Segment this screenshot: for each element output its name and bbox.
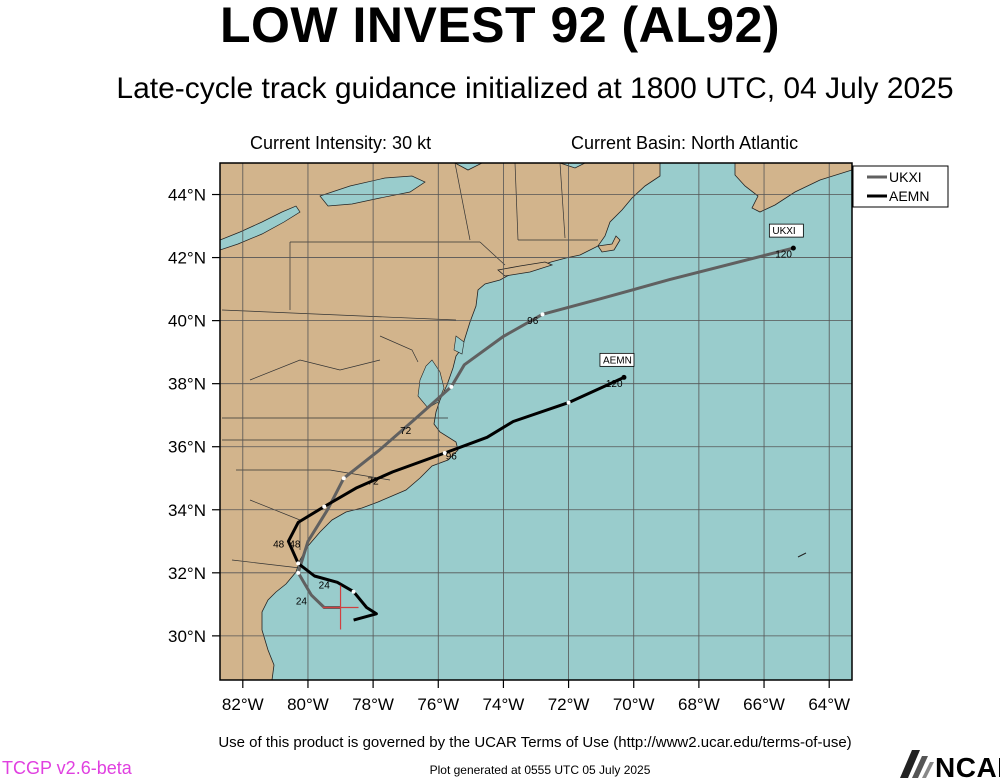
version-label: TCGP v2.6-beta	[2, 758, 132, 778]
track-point-aemn	[322, 504, 327, 509]
hour-label: 120	[606, 379, 623, 390]
lat-tick-label: 36°N	[168, 438, 206, 457]
lat-tick-label: 40°N	[168, 312, 206, 331]
hour-label: 96	[446, 451, 458, 462]
ncar-logo-icon	[900, 750, 934, 778]
grid-lines	[220, 163, 852, 680]
track-end-tag: AEMN	[603, 355, 632, 366]
track-point-ukxi	[540, 312, 545, 317]
hour-label: 48	[273, 540, 285, 551]
terms-of-use-notice: Use of this product is governed by the U…	[218, 734, 852, 751]
lon-tick-label: 74°W	[483, 695, 525, 714]
legend-ukxi-label: UKXI	[889, 169, 922, 185]
lon-tick-label: 82°W	[222, 695, 264, 714]
forecast-tracks: 24 48 72 96 120 UKXI 24 48 72 96 120 AEMN	[273, 223, 804, 630]
land-us-east	[220, 163, 661, 680]
lon-tick-label: 78°W	[352, 695, 394, 714]
lat-tick-label: 30°N	[168, 627, 206, 646]
lat-tick-label: 34°N	[168, 501, 206, 520]
track-point-aemn	[351, 589, 356, 594]
ncar-logo-text: NCAR	[935, 752, 1000, 783]
track-point-ukxi	[449, 384, 454, 389]
lat-tick-label: 32°N	[168, 564, 206, 583]
generated-timestamp: Plot generated at 0555 UTC 05 July 2025	[429, 763, 651, 777]
track-point-aemn	[566, 400, 571, 405]
hour-label: 24	[296, 596, 308, 607]
lat-tick-label: 38°N	[168, 375, 206, 394]
track-end-point	[621, 374, 627, 380]
track-ukxi	[296, 246, 794, 609]
lon-tick-label: 64°W	[808, 695, 850, 714]
legend-aemn-label: AEMN	[889, 188, 929, 204]
track-end-point	[790, 245, 796, 251]
lon-tick-label: 76°W	[417, 695, 459, 714]
lon-tick-label: 66°W	[743, 695, 785, 714]
hour-label: 72	[368, 477, 380, 488]
legend: UKXI AEMN	[852, 165, 949, 208]
page-subtitle: Late-cycle track guidance initialized at…	[116, 72, 954, 105]
state-borders	[221, 163, 598, 569]
sable-island	[797, 552, 807, 558]
lon-tick-label: 80°W	[287, 695, 329, 714]
lon-tick-label: 68°W	[678, 695, 720, 714]
lon-tick-label: 70°W	[613, 695, 655, 714]
track-aemn	[286, 376, 625, 622]
current-basin: Current Basin: North Atlantic	[571, 133, 799, 153]
track-point-ukxi	[341, 476, 346, 481]
hour-label: 48	[289, 540, 301, 551]
track-point-aemn	[442, 451, 447, 456]
track-end-tag-box	[599, 352, 635, 367]
lake-ontario	[319, 175, 426, 207]
long-island	[497, 261, 554, 277]
lat-tick-label: 44°N	[168, 186, 206, 205]
lon-tick-label: 72°W	[548, 695, 590, 714]
lat-tick-label: 42°N	[168, 249, 206, 268]
track-end-tag: UKXI	[772, 226, 795, 237]
axis-ticks: 82°W 80°W 78°W 76°W 74°W 72°W 70°W 68°W 66°W 64°W…	[168, 186, 850, 714]
track-point-ukxi	[296, 570, 301, 575]
track-end-tag-box	[768, 223, 804, 238]
track-point-aemn	[296, 561, 301, 566]
hour-label: 120	[775, 250, 792, 261]
delaware-bay	[453, 335, 465, 355]
page-title: LOW INVEST 92 (AL92)	[219, 0, 781, 53]
current-intensity: Current Intensity: 30 kt	[250, 133, 432, 153]
hour-label: 96	[527, 316, 539, 327]
hour-label: 72	[400, 426, 412, 437]
hour-label: 24	[319, 581, 331, 592]
plot-frame	[219, 162, 853, 681]
cape-cod	[597, 235, 621, 253]
lake-erie	[220, 205, 301, 251]
